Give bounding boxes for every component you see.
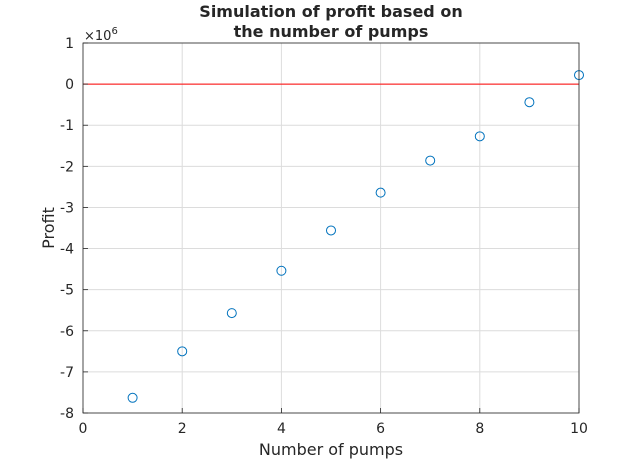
data-point bbox=[127, 392, 138, 403]
x-tick-label: 6 bbox=[376, 421, 385, 437]
y-tick-label: -7 bbox=[60, 365, 74, 381]
chart-title-line-1: Simulation of profit based on bbox=[199, 2, 462, 21]
data-point bbox=[375, 187, 386, 198]
x-tick-label: 8 bbox=[475, 421, 484, 437]
y-tick-label: -4 bbox=[60, 242, 74, 258]
y-tick-label: -3 bbox=[60, 200, 74, 216]
data-point bbox=[276, 265, 287, 276]
data-point bbox=[524, 97, 535, 108]
y-tick-label: -8 bbox=[60, 406, 74, 422]
data-point bbox=[474, 131, 485, 142]
y-tick-label: -6 bbox=[60, 324, 74, 340]
data-point bbox=[425, 155, 436, 166]
y-tick-label: -1 bbox=[60, 118, 74, 134]
x-tick-label: 2 bbox=[178, 421, 187, 437]
x-tick-label: 10 bbox=[570, 421, 588, 437]
x-axis-label: Number of pumps bbox=[259, 440, 403, 459]
data-point bbox=[226, 308, 237, 319]
y-axis-exponent-power: 6 bbox=[111, 26, 117, 37]
y-tick-label: -5 bbox=[60, 283, 74, 299]
y-tick-label: 0 bbox=[65, 77, 74, 93]
axes-box bbox=[82, 42, 580, 414]
x-tick-label: 4 bbox=[277, 421, 286, 437]
data-point bbox=[177, 346, 188, 357]
y-tick-label: 1 bbox=[65, 36, 74, 52]
y-axis-exponent-base: ×10 bbox=[84, 29, 111, 44]
data-points bbox=[127, 70, 584, 403]
y-axis-exponent: ×106 bbox=[84, 26, 118, 44]
chart-title-line-2: the number of pumps bbox=[234, 22, 429, 41]
x-tick-label: 0 bbox=[79, 421, 88, 437]
plot-area bbox=[83, 43, 579, 413]
y-axis-label: Profit bbox=[39, 207, 58, 249]
data-point bbox=[326, 225, 336, 236]
y-tick-label: -2 bbox=[60, 159, 74, 175]
